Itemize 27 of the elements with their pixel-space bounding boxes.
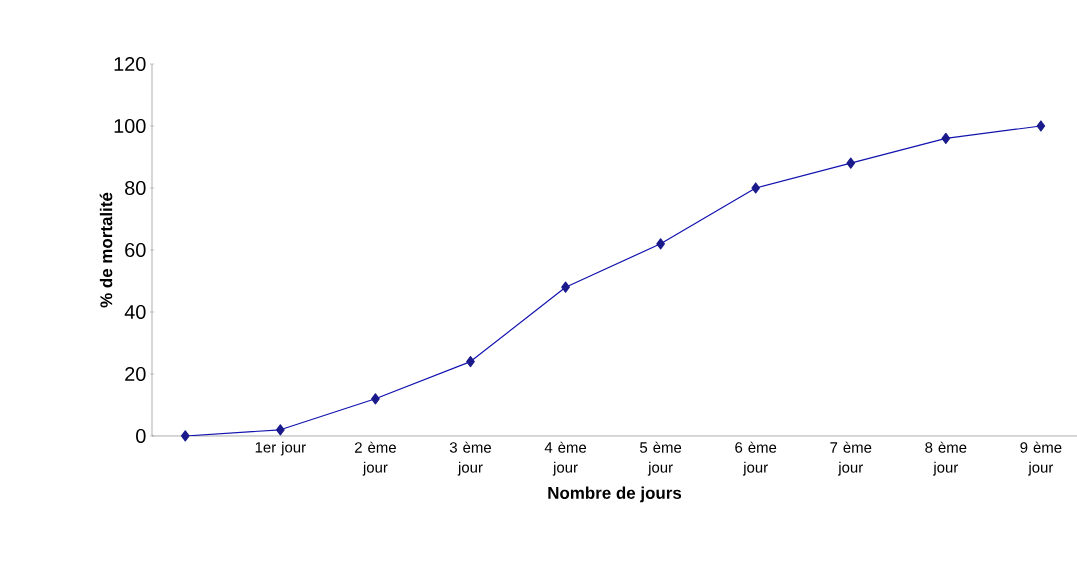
y-tick-label: 20: [125, 366, 146, 382]
x-tick-label: 5 ème jour: [640, 441, 682, 476]
point: [180, 430, 190, 442]
y-tick-label: 80: [125, 180, 146, 196]
y-tick-label: 120: [114, 56, 146, 72]
x-tick-label: 6 ème jour: [735, 441, 777, 476]
point: [1036, 120, 1046, 132]
y-axis-title: % de mortalité: [99, 192, 113, 308]
point: [561, 281, 570, 293]
point: [751, 182, 761, 194]
point: [846, 157, 856, 169]
x-tick-label: 9 ème jour: [1020, 441, 1062, 476]
x-tick-label: 8 ème jour: [925, 441, 967, 476]
point: [941, 132, 951, 144]
y-tick-label: 40: [124, 304, 146, 320]
point: [276, 424, 285, 436]
y-tick-label: 60: [125, 242, 146, 258]
x-tick-label: 1er jour: [255, 441, 306, 456]
x-axis-title: Nombre de jours: [548, 486, 682, 503]
point: [656, 238, 665, 250]
x-tick-label: 7 ème jour: [830, 441, 872, 476]
x-tick-label: 4 ème jour: [544, 441, 587, 476]
point: [371, 393, 380, 405]
x-tick-label: 3 ème jour: [449, 441, 491, 476]
y-tick-label: 100: [114, 118, 146, 134]
x-tick-label: 2 ème jour: [354, 441, 396, 476]
y-tick-label: 0: [136, 428, 146, 444]
